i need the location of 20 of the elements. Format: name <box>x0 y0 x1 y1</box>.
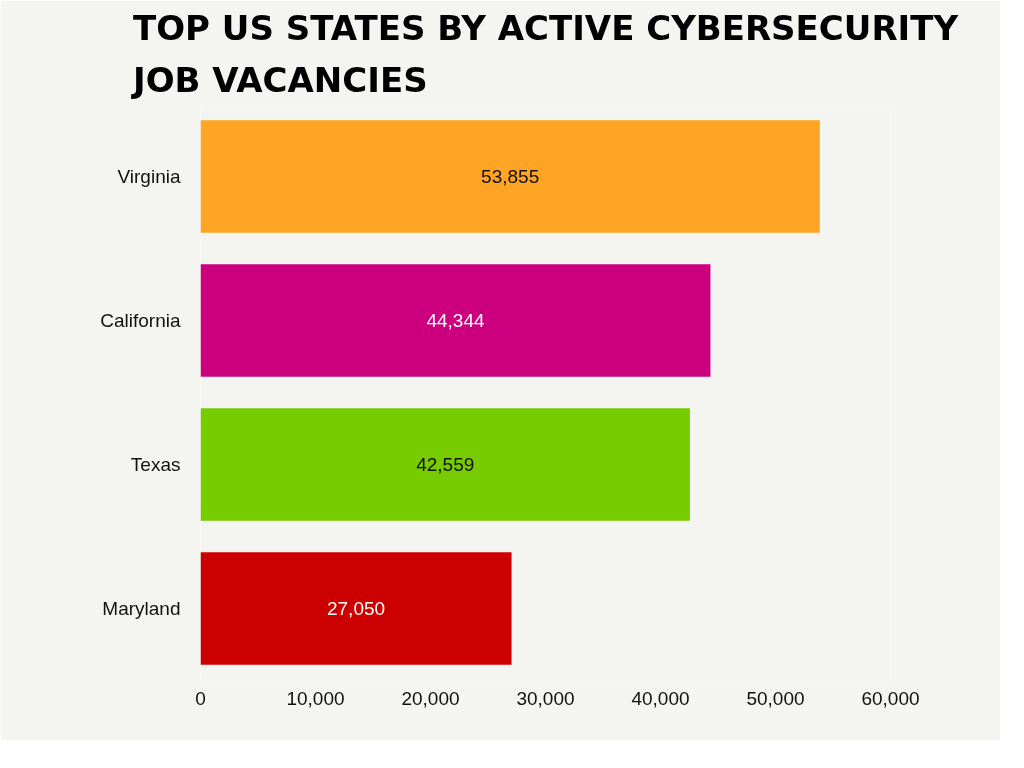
x-tick-label: 20,000 <box>401 687 460 709</box>
x-tick-label: 50,000 <box>746 687 805 709</box>
y-tick-label: California <box>100 310 181 331</box>
data-label: 27,050 <box>326 598 386 619</box>
bar <box>200 552 512 665</box>
x-tick-label: 10,000 <box>286 687 345 709</box>
chart-title: TOP US STATES BY ACTIVE CYBERSECURITY JOB VACANCIES <box>130 7 959 100</box>
x-tick-label: 60,000 <box>861 687 920 709</box>
y-tick-label: Virginia <box>117 166 181 187</box>
data-label: 44,344 <box>426 310 485 331</box>
bar <box>200 120 820 233</box>
data-label: 42,559 <box>416 454 475 475</box>
data-label: 53,855 <box>481 166 540 187</box>
x-tick-label: 0 <box>195 687 206 709</box>
y-tick-label: Maryland <box>102 598 181 619</box>
bar <box>200 264 711 377</box>
x-tick-label: 40,000 <box>631 687 690 709</box>
bar <box>200 408 690 521</box>
x-tick-label: 30,000 <box>516 687 575 709</box>
y-tick-label: Texas <box>130 454 181 475</box>
